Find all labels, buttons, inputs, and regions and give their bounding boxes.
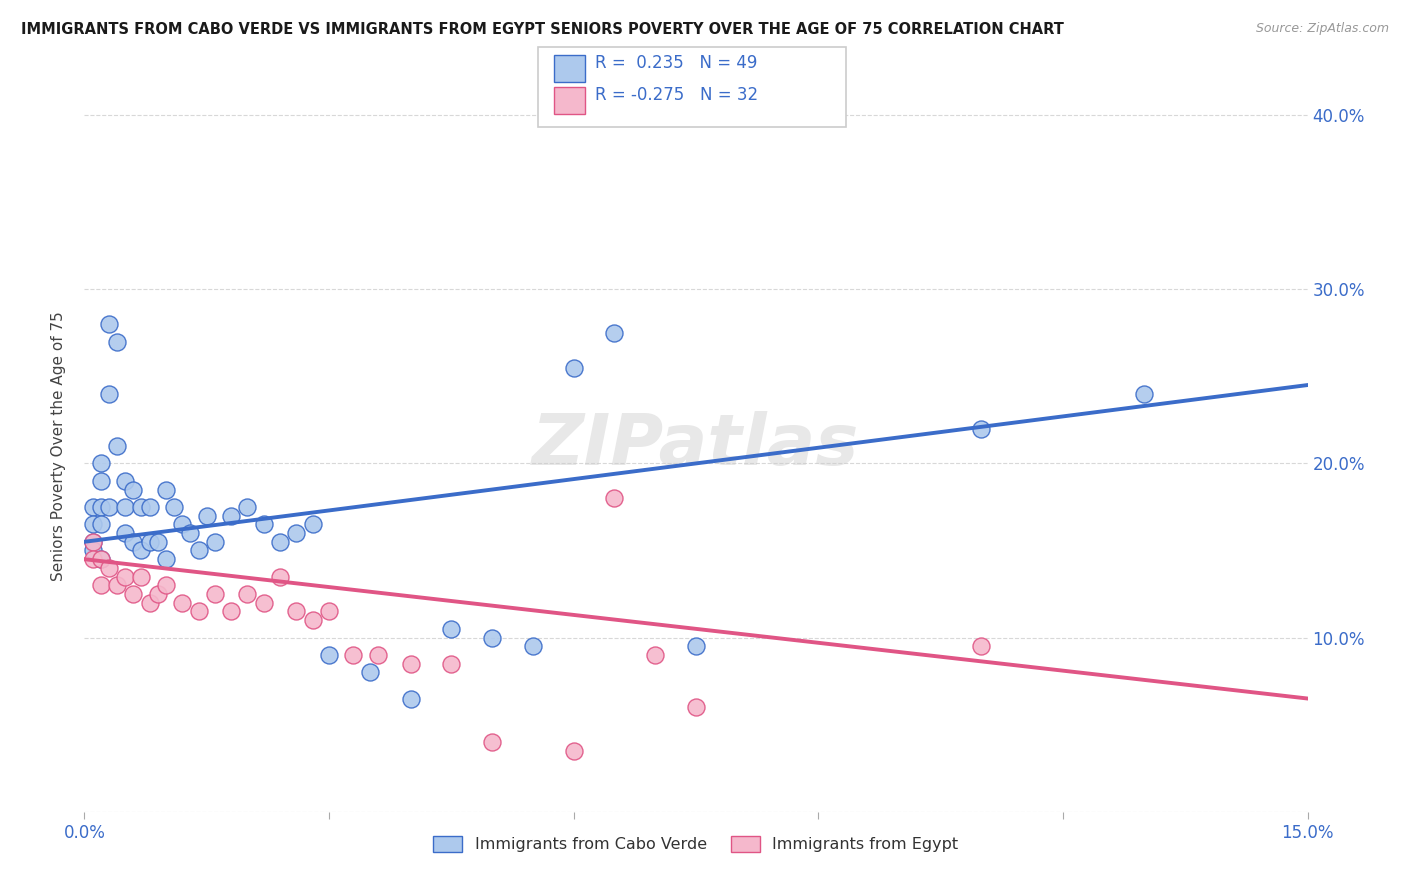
Point (82, 543, 104, 558)
Point (236, 587, 259, 601)
Point (236, 500, 259, 514)
Point (82, 552, 104, 566)
Point (204, 587, 226, 601)
Point (82, 534, 104, 549)
Point (187, 604, 209, 618)
Point (187, 543, 209, 558)
Point (82, 500, 104, 514)
Point (481, 735, 503, 749)
Legend: Immigrants from Cabo Verde, Immigrants from Egypt: Immigrants from Cabo Verde, Immigrants f… (427, 830, 965, 859)
Point (359, 665, 381, 680)
Text: Source: ZipAtlas.com: Source: ZipAtlas.com (1256, 22, 1389, 36)
Point (90, 500, 112, 514)
Point (105, 334, 128, 349)
Point (155, 552, 177, 566)
Point (131, 543, 153, 558)
Point (603, 491, 626, 506)
Point (163, 500, 186, 514)
Point (105, 439, 128, 453)
Point (90, 474, 112, 488)
Point (367, 648, 389, 662)
Point (122, 587, 145, 601)
Point (603, 326, 626, 340)
Point (970, 421, 993, 435)
Point (219, 604, 242, 618)
Point (97, 500, 120, 514)
Point (685, 640, 707, 654)
Point (522, 640, 544, 654)
Point (90, 578, 112, 592)
Point (155, 483, 177, 497)
Point (399, 657, 422, 671)
Point (399, 691, 422, 706)
Point (122, 483, 145, 497)
Point (122, 534, 145, 549)
Point (440, 622, 463, 636)
Point (253, 517, 276, 532)
Text: R = -0.275   N = 32: R = -0.275 N = 32 (595, 87, 758, 104)
Point (219, 508, 242, 523)
Text: IMMIGRANTS FROM CABO VERDE VS IMMIGRANTS FROM EGYPT SENIORS POVERTY OVER THE AGE: IMMIGRANTS FROM CABO VERDE VS IMMIGRANTS… (21, 22, 1064, 37)
Point (285, 526, 308, 541)
Point (301, 517, 323, 532)
Point (195, 508, 218, 523)
Point (285, 604, 308, 618)
Point (105, 578, 128, 592)
Point (155, 578, 177, 592)
Point (138, 596, 160, 610)
Point (481, 631, 503, 645)
Point (318, 648, 340, 662)
Point (97, 317, 120, 331)
Point (146, 587, 169, 601)
Point (172, 517, 194, 532)
Point (131, 569, 153, 583)
Point (131, 500, 153, 514)
Point (90, 457, 112, 471)
Point (562, 744, 585, 758)
Point (97, 386, 120, 401)
Y-axis label: Seniors Poverty Over the Age of 75: Seniors Poverty Over the Age of 75 (51, 311, 66, 581)
Point (90, 552, 112, 566)
Point (82, 517, 104, 532)
Point (342, 648, 364, 662)
Text: R =  0.235   N = 49: R = 0.235 N = 49 (595, 54, 756, 72)
Text: ZIPatlas: ZIPatlas (533, 411, 859, 481)
Point (269, 534, 291, 549)
Point (114, 474, 136, 488)
Point (318, 604, 340, 618)
Point (253, 596, 276, 610)
Point (172, 596, 194, 610)
Point (562, 360, 585, 375)
Point (138, 500, 160, 514)
Point (114, 526, 136, 541)
Point (440, 657, 463, 671)
Point (204, 534, 226, 549)
Point (146, 534, 169, 549)
Point (90, 517, 112, 532)
Point (1133, 386, 1156, 401)
Point (114, 569, 136, 583)
Point (97, 561, 120, 575)
Point (301, 613, 323, 627)
Point (82, 534, 104, 549)
Point (90, 552, 112, 566)
Point (644, 648, 666, 662)
Point (179, 526, 201, 541)
Point (138, 534, 160, 549)
Point (114, 500, 136, 514)
Point (269, 569, 291, 583)
Point (970, 640, 993, 654)
Point (685, 700, 707, 714)
